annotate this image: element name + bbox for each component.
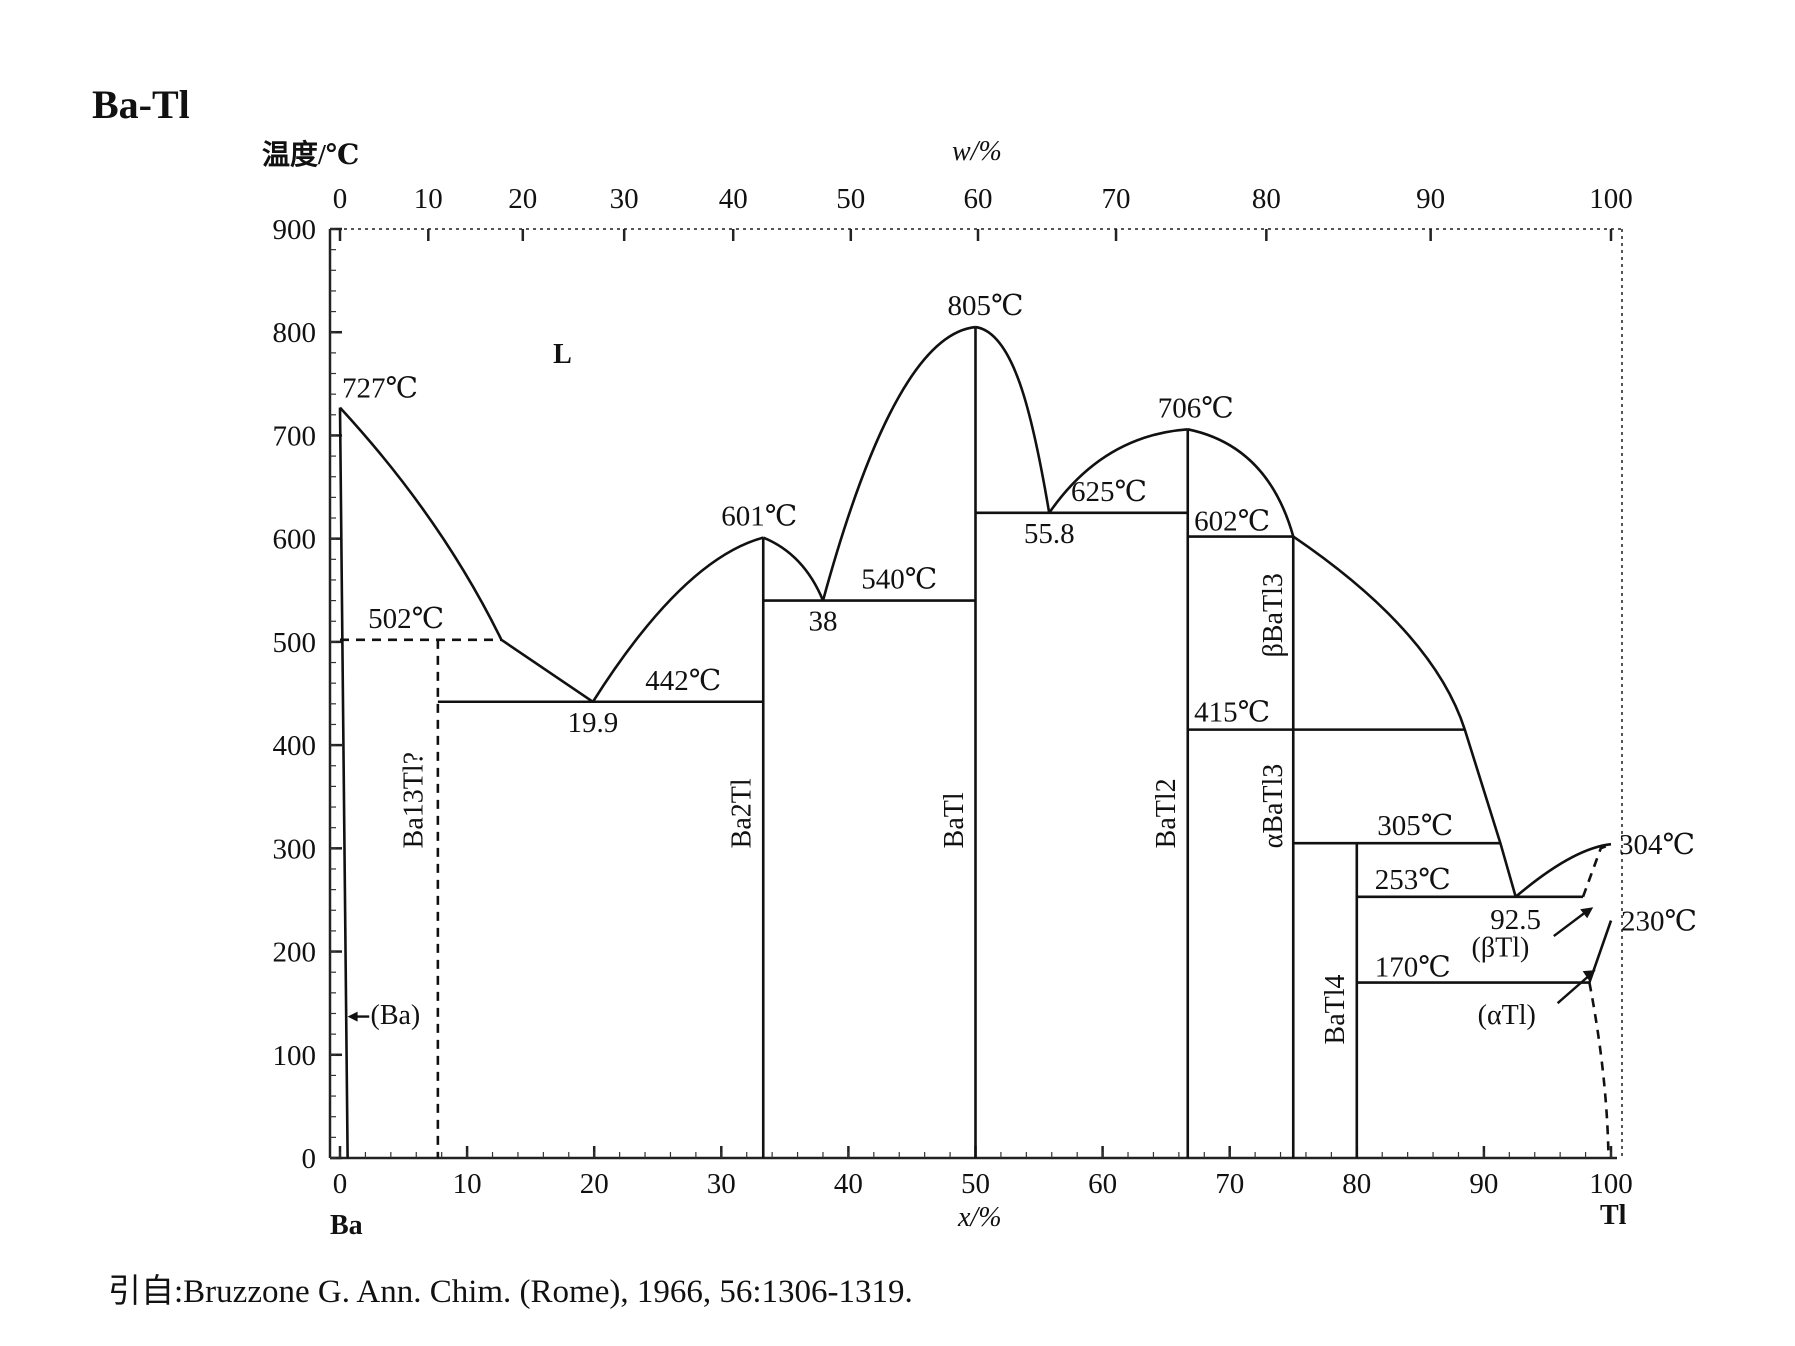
invariant-540: 540℃ bbox=[861, 564, 937, 596]
invariant-305: 305℃ bbox=[1377, 810, 1453, 842]
x-tick-label: 100 bbox=[1589, 1168, 1633, 1200]
bottom-axis-label: x/% bbox=[957, 1202, 1002, 1233]
invariant-502: 502℃ bbox=[368, 603, 444, 635]
top-axis-label: w/% bbox=[952, 136, 1002, 167]
ba-arrow-head bbox=[347, 1011, 358, 1022]
y-ticks: 0 100 200 300 400 500 600 700 800 900 bbox=[273, 214, 342, 1175]
liquidus-tl-side bbox=[1514, 842, 1612, 898]
y-tick-label: 400 bbox=[273, 730, 317, 762]
x-tick-label: 10 bbox=[453, 1168, 482, 1200]
liquidus-ba2tl-right bbox=[762, 536, 825, 602]
liquidus-batl2-right bbox=[1187, 428, 1295, 537]
top-tick-label: 100 bbox=[1589, 183, 1633, 215]
x-tick-label: 30 bbox=[707, 1168, 736, 1200]
liquidus-ba-side bbox=[339, 406, 594, 703]
ba-solvus bbox=[338, 407, 349, 1159]
max-batl: 805℃ bbox=[948, 290, 1024, 322]
y-tick-label: 100 bbox=[273, 1040, 317, 1072]
invariant-442: 442℃ bbox=[645, 665, 721, 697]
x-tick-label: 90 bbox=[1469, 1168, 1498, 1200]
x-tick-label: 80 bbox=[1342, 1168, 1371, 1200]
y-axis-label: 温度/℃ bbox=[262, 139, 359, 171]
invariant-415: 415℃ bbox=[1194, 697, 1270, 729]
top-x-ticks: 0 10 20 30 40 50 60 70 80 90 100 bbox=[333, 183, 1633, 241]
tl-solvus-lower bbox=[1588, 982, 1610, 1159]
x-tick-label: 40 bbox=[834, 1168, 863, 1200]
phase-alpha-batl3: αBaTl3 bbox=[1258, 764, 1289, 849]
alpha-tl-arrow bbox=[1556, 973, 1592, 1005]
x-tick-label: 70 bbox=[1215, 1168, 1244, 1200]
phase-beta-tl: (βTl) bbox=[1472, 933, 1530, 964]
liquidus-batl-right bbox=[975, 325, 1051, 514]
composition-92-5: 92.5 bbox=[1490, 904, 1541, 936]
tl-solvus-upper bbox=[1581, 842, 1612, 898]
x-tick-label: 20 bbox=[580, 1168, 609, 1200]
y-tick-label: 200 bbox=[273, 937, 317, 969]
top-tick-label: 10 bbox=[414, 183, 443, 215]
top-tick-label: 80 bbox=[1252, 183, 1281, 215]
phase-batl4: BaTl4 bbox=[1320, 974, 1351, 1044]
invariant-602: 602℃ bbox=[1194, 506, 1270, 538]
top-tick-label: 50 bbox=[836, 183, 865, 215]
y-tick-label: 600 bbox=[273, 524, 317, 556]
source-citation: 引自:Bruzzone G. Ann. Chim. (Rome), 1966, … bbox=[108, 1273, 913, 1310]
liquidus-batl2-left bbox=[1048, 428, 1188, 514]
top-tick-label: 0 bbox=[333, 183, 348, 215]
phase-batl2: BaTl2 bbox=[1151, 778, 1182, 848]
bottom-x-ticks: 0 10 20 30 40 50 60 70 80 90 100 bbox=[333, 1146, 1633, 1200]
phase-labels: 727℃ 304℃ 601℃ 805℃ 706℃ 502℃ 442℃ 19.9 540℃ 38 62… bbox=[342, 290, 1697, 1044]
phase-ba13tl: Ba13Tl? bbox=[399, 752, 430, 848]
element-left-label: Ba bbox=[330, 1210, 363, 1241]
chart-title: Ba-Tl bbox=[92, 82, 190, 127]
top-tick-label: 90 bbox=[1416, 183, 1445, 215]
y-tick-label: 500 bbox=[273, 627, 317, 659]
phase-ba-solid: (Ba) bbox=[371, 1000, 421, 1031]
invariant-625: 625℃ bbox=[1071, 476, 1147, 508]
transition-230: 230℃ bbox=[1621, 906, 1697, 938]
y-tick-label: 800 bbox=[273, 317, 317, 349]
phase-boundaries bbox=[338, 325, 1613, 1159]
x-tick-label: 50 bbox=[961, 1168, 990, 1200]
beta-tl-arrow bbox=[1553, 909, 1589, 938]
liquidus-ba2tl-left bbox=[591, 536, 764, 703]
invariant-170: 170℃ bbox=[1375, 952, 1451, 984]
top-tick-label: 30 bbox=[610, 183, 639, 215]
composition-55-8: 55.8 bbox=[1024, 518, 1075, 550]
phase-beta-batl3: βBaTl3 bbox=[1258, 573, 1289, 657]
phase-ba2tl: Ba2Tl bbox=[727, 778, 758, 848]
y-tick-label: 300 bbox=[273, 833, 317, 865]
beta-tl-arrow-head bbox=[1580, 907, 1594, 919]
alpha-tl-arrow-head bbox=[1582, 970, 1596, 981]
phase-liquid: L bbox=[553, 339, 572, 370]
liquidus-batl3 bbox=[1292, 535, 1517, 898]
element-right-label: Tl bbox=[1600, 1200, 1627, 1231]
melting-point-ba: 727℃ bbox=[342, 373, 418, 405]
y-tick-label: 700 bbox=[273, 420, 317, 452]
max-batl2: 706℃ bbox=[1158, 392, 1234, 424]
composition-38: 38 bbox=[808, 606, 837, 638]
max-ba2tl: 601℃ bbox=[721, 501, 797, 533]
x-tick-label: 60 bbox=[1088, 1168, 1117, 1200]
melting-point-tl: 304℃ bbox=[1619, 829, 1695, 861]
composition-19-9: 19.9 bbox=[568, 707, 619, 739]
y-tick-label: 900 bbox=[273, 214, 317, 246]
invariant-253: 253℃ bbox=[1375, 864, 1451, 896]
top-tick-label: 70 bbox=[1102, 183, 1131, 215]
y-tick-label: 0 bbox=[302, 1143, 317, 1175]
phase-batl: BaTl bbox=[939, 792, 970, 848]
liquidus-batl-left bbox=[821, 325, 976, 601]
top-tick-label: 40 bbox=[719, 183, 748, 215]
phase-alpha-tl: (αTl) bbox=[1478, 1000, 1536, 1031]
top-tick-label: 60 bbox=[964, 183, 993, 215]
x-tick-label: 0 bbox=[333, 1168, 348, 1200]
top-tick-label: 20 bbox=[508, 183, 537, 215]
